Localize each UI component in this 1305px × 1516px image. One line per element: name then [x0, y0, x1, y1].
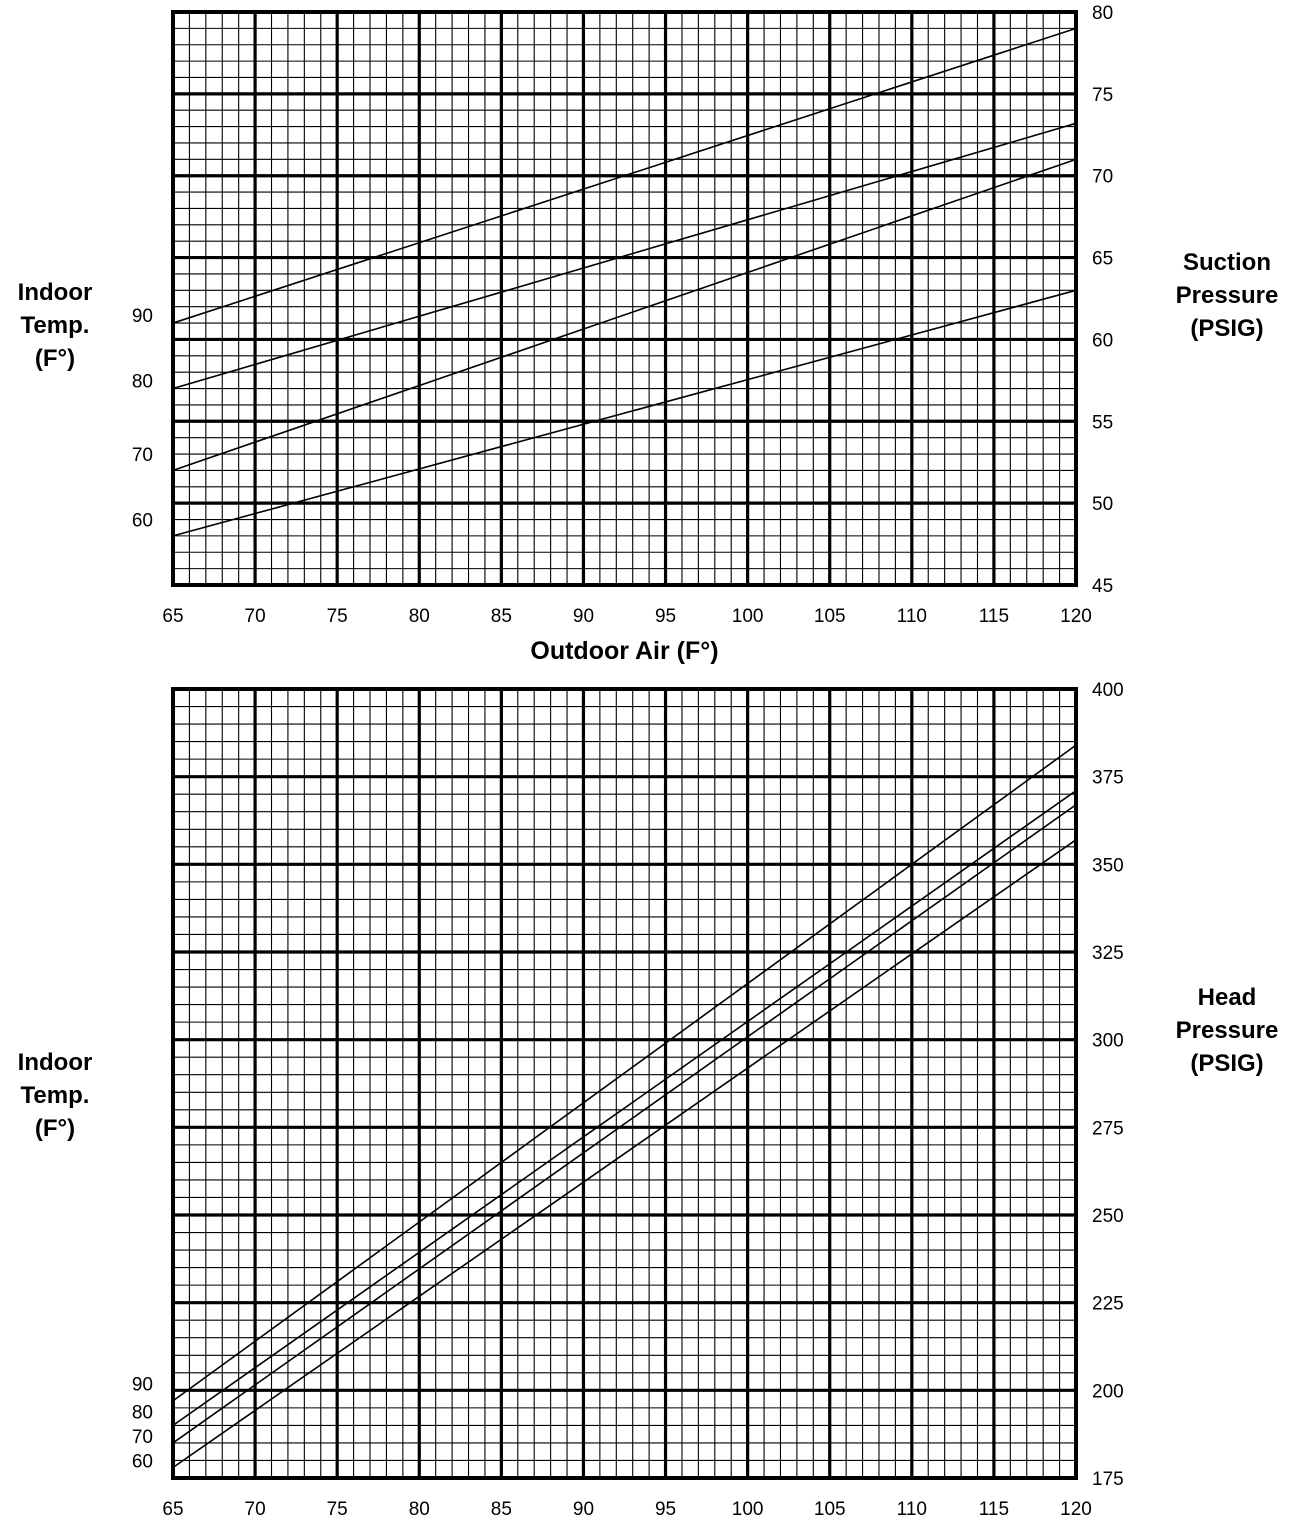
series-label-70: 70 [132, 445, 153, 466]
series-label-80: 80 [132, 371, 153, 392]
x-tick-label: 90 [573, 1499, 594, 1516]
series-line-70 [172, 804, 1077, 1444]
x-tick-label: 110 [897, 1499, 927, 1516]
x-tick-label: 85 [491, 1499, 512, 1516]
y-tick-label: 375 [1092, 768, 1124, 789]
x-tick-label: 120 [1060, 1499, 1092, 1516]
series-line-60 [172, 289, 1077, 537]
y-tick-label: 300 [1092, 1031, 1124, 1052]
y-tick-label: 45 [1092, 576, 1113, 597]
series-line-90 [172, 744, 1077, 1402]
x-tick-label: 65 [162, 1499, 183, 1516]
series-line-80 [172, 122, 1077, 390]
series-label-90: 90 [132, 1374, 153, 1395]
series-label-90: 90 [132, 306, 153, 327]
left-axis-label-line: (F°) [35, 345, 75, 372]
y-tick-label: 325 [1092, 943, 1124, 964]
right-axis-label-line: Pressure [1176, 282, 1279, 309]
series-label-80: 80 [132, 1402, 153, 1423]
series-line-70 [172, 158, 1077, 472]
x-tick-label: 115 [979, 606, 1009, 627]
y-tick-label: 70 [1092, 167, 1113, 188]
y-tick-label: 50 [1092, 494, 1113, 515]
x-tick-label: 75 [327, 1499, 348, 1516]
left-axis-label-line: Indoor [18, 279, 93, 306]
plot-grid [171, 10, 1078, 587]
right-axis-label-line: (PSIG) [1190, 315, 1263, 342]
x-tick-label: 100 [732, 606, 764, 627]
y-tick-label: 250 [1092, 1206, 1124, 1227]
x-tick-label: 70 [245, 606, 266, 627]
x-tick-label: 90 [573, 606, 594, 627]
x-axis-label: Outdoor Air (F°) [530, 637, 718, 665]
x-tick-label: 80 [409, 606, 430, 627]
left-axis-label-line: (F°) [35, 1115, 75, 1142]
y-tick-label: 75 [1092, 85, 1113, 106]
y-tick-label: 55 [1092, 412, 1113, 433]
y-tick-label: 175 [1092, 1469, 1124, 1490]
plot-frame [171, 10, 1078, 587]
right-axis-label-line: Head [1198, 984, 1257, 1011]
series-line-90 [172, 27, 1077, 324]
x-tick-label: 85 [491, 606, 512, 627]
series-label-60: 60 [132, 511, 153, 532]
head-pressure-chart: 90 80 70 60 65 70 75 80 85 90 95 100 105 110 115 120175… [18, 680, 1279, 1516]
y-tick-label: 200 [1092, 1381, 1124, 1402]
x-tick-label: 100 [732, 1499, 764, 1516]
series-label-60: 60 [132, 1451, 153, 1472]
x-tick-label: 110 [897, 606, 927, 627]
x-tick-label: 95 [655, 606, 676, 627]
right-axis-label-line: Pressure [1176, 1017, 1279, 1044]
y-tick-label: 80 [1092, 3, 1113, 24]
y-tick-label: 350 [1092, 855, 1124, 876]
x-tick-label: 70 [245, 1499, 266, 1516]
y-tick-label: 225 [1092, 1294, 1124, 1315]
x-tick-label: 95 [655, 1499, 676, 1516]
x-tick-label: 120 [1060, 606, 1092, 627]
y-tick-label: 65 [1092, 249, 1113, 270]
x-tick-label: 115 [979, 1499, 1009, 1516]
left-axis-label-line: Temp. [21, 312, 90, 339]
left-axis-label-line: Temp. [21, 1082, 90, 1109]
x-tick-label: 80 [409, 1499, 430, 1516]
left-axis-label-line: Indoor [18, 1049, 93, 1076]
right-axis-label-line: (PSIG) [1190, 1050, 1263, 1077]
x-tick-label: 105 [814, 606, 846, 627]
y-tick-label: 60 [1092, 330, 1113, 351]
y-tick-label: 275 [1092, 1118, 1124, 1139]
x-tick-label: 65 [162, 606, 183, 627]
x-tick-label: 105 [814, 1499, 846, 1516]
series-line-60 [172, 839, 1077, 1469]
plot-grid [171, 687, 1078, 1480]
y-tick-label: 400 [1092, 680, 1124, 701]
plot-frame [171, 687, 1078, 1480]
right-axis-label-line: Suction [1183, 249, 1271, 276]
series-label-70: 70 [132, 1427, 153, 1448]
series-line-80 [172, 790, 1077, 1427]
x-tick-label: 75 [327, 606, 348, 627]
